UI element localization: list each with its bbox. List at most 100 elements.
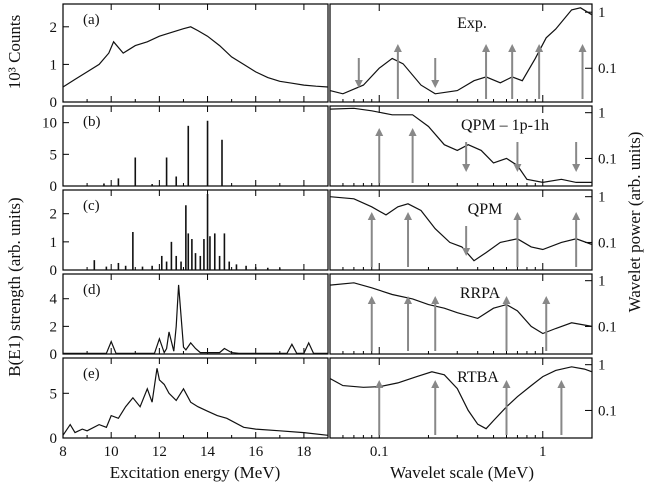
- right-panel-3: 1 0.1 QPM: [329, 189, 617, 271]
- right-column: 1 0.1 Exp. 1 0.1 QPM – 1p-1h 1 0.1 QPM 1 0.1 RRPA 1 0…: [329, 3, 617, 460]
- y-tick-label: 1: [50, 235, 58, 251]
- right-panel-4: 1 0.1 RRPA: [329, 273, 617, 355]
- right-panel-frame: [329, 189, 593, 271]
- arrow-up-marker: [557, 380, 566, 435]
- x-tick-label: 1: [539, 444, 547, 460]
- left-panel-1: 0 1 2 (a): [50, 3, 329, 111]
- arrow-up-marker: [431, 296, 440, 351]
- left-y-axis-title-counts: 10³ Counts: [5, 15, 24, 90]
- y-tick-label: 0.1: [598, 61, 617, 77]
- x-tick-label: 12: [152, 444, 167, 460]
- y-tick-label: 10: [42, 116, 57, 132]
- panel-label: (a): [83, 12, 100, 28]
- y-tick-label: 0: [50, 347, 58, 363]
- panel-label: (d): [83, 282, 101, 298]
- x-tick-label: 8: [59, 444, 67, 460]
- arrow-up-marker: [535, 44, 544, 99]
- wavelet-power-curve: [329, 366, 593, 430]
- left-panel-frame: [62, 3, 329, 103]
- arrow-up-marker: [408, 128, 417, 183]
- right-panel-frame: [329, 105, 593, 187]
- x-tick-label: 10: [104, 444, 119, 460]
- arrow-up-marker: [502, 380, 511, 435]
- arrow-down-marker: [462, 226, 471, 256]
- left-panel-4: 0 2 4 (d): [50, 273, 329, 363]
- y-tick-label: 0.1: [598, 403, 617, 419]
- y-tick-label: 1: [50, 57, 58, 73]
- arrow-down-marker: [431, 58, 440, 88]
- arrow-up-marker: [572, 212, 581, 267]
- series-line: [63, 284, 328, 355]
- y-tick-label: 0: [50, 179, 58, 195]
- arrow-up-marker: [393, 44, 402, 99]
- right-panel-frame: [329, 3, 593, 103]
- left-x-axis-title: Excitation energy (MeV): [110, 463, 281, 482]
- y-tick-label: 1: [598, 106, 606, 122]
- arrow-up-marker: [404, 296, 413, 351]
- arrow-up-marker: [542, 296, 551, 351]
- arrow-up-marker: [508, 44, 517, 99]
- y-tick-label: 1: [598, 5, 606, 21]
- y-tick-label: 0: [50, 263, 58, 279]
- wavelet-power-curve: [329, 196, 593, 262]
- left-panel-frame: [62, 273, 329, 355]
- y-tick-label: 1: [598, 358, 606, 374]
- series-line: [62, 26, 329, 88]
- left-panel-2: 0 5 10 (b): [42, 105, 329, 195]
- left-panel-3: 0 1 2 (c): [50, 189, 329, 279]
- y-tick-label: 2: [50, 20, 58, 36]
- arrow-up-marker: [375, 380, 384, 435]
- panel-label: (b): [83, 114, 101, 130]
- arrow-up-marker: [578, 44, 587, 99]
- model-label: QPM – 1p-1h: [461, 117, 549, 134]
- stem-series: [93, 194, 281, 270]
- y-tick-label: 0: [50, 95, 58, 111]
- x-tick-label: 14: [200, 444, 216, 460]
- wavelet-power-curve: [329, 107, 592, 184]
- wavelet-power-curve: [329, 7, 593, 95]
- arrow-up-marker: [431, 380, 440, 435]
- panel-label: (c): [83, 198, 100, 214]
- arrow-up-marker: [482, 44, 491, 99]
- y-tick-label: 2: [50, 207, 58, 223]
- right-x-axis-title: Wavelet scale (MeV): [390, 463, 534, 482]
- x-tick-label: 18: [296, 444, 311, 460]
- x-tick-label: 16: [248, 444, 264, 460]
- y-tick-label: 5: [50, 386, 58, 402]
- y-tick-label: 0: [50, 431, 58, 447]
- model-label: RRPA: [460, 285, 501, 302]
- y-tick-label: 2: [50, 319, 58, 335]
- arrow-down-marker: [354, 58, 363, 88]
- arrow-up-marker: [513, 212, 522, 267]
- model-label: RTBA: [457, 369, 499, 386]
- y-tick-label: 0.1: [598, 235, 617, 251]
- y-tick-label: 1: [598, 190, 606, 206]
- model-label: QPM: [468, 201, 503, 218]
- arrow-up-marker: [367, 296, 376, 351]
- left-y-axis-title-strength: B(E1) strength (arb. units): [5, 197, 24, 376]
- model-label: Exp.: [457, 15, 487, 32]
- series-line: [62, 368, 329, 436]
- right-panel-2: 1 0.1 QPM – 1p-1h: [329, 105, 617, 187]
- arrow-down-marker: [572, 142, 581, 172]
- stem-series: [103, 120, 223, 186]
- arrow-up-marker: [375, 128, 384, 183]
- right-y-axis-title: Wavelet power (arb. units): [625, 132, 644, 313]
- left-panel-frame: [62, 105, 329, 187]
- arrow-down-marker: [462, 142, 471, 172]
- right-panel-frame: [329, 357, 593, 439]
- panel-label: (e): [83, 366, 100, 382]
- left-panel-frame: [62, 357, 329, 439]
- arrow-down-marker: [513, 142, 522, 172]
- arrow-up-marker: [404, 212, 413, 267]
- right-panel-5: 1 0.1 RTBA: [329, 357, 617, 439]
- right-panel-frame: [329, 273, 593, 355]
- x-tick-label: 0.1: [370, 444, 389, 460]
- y-tick-label: 4: [50, 292, 58, 308]
- arrow-up-marker: [502, 296, 511, 351]
- y-tick-label: 0.1: [598, 319, 617, 335]
- right-panel-1: 1 0.1 Exp.: [329, 3, 617, 103]
- left-panel-5: 0 5 (e): [50, 357, 329, 447]
